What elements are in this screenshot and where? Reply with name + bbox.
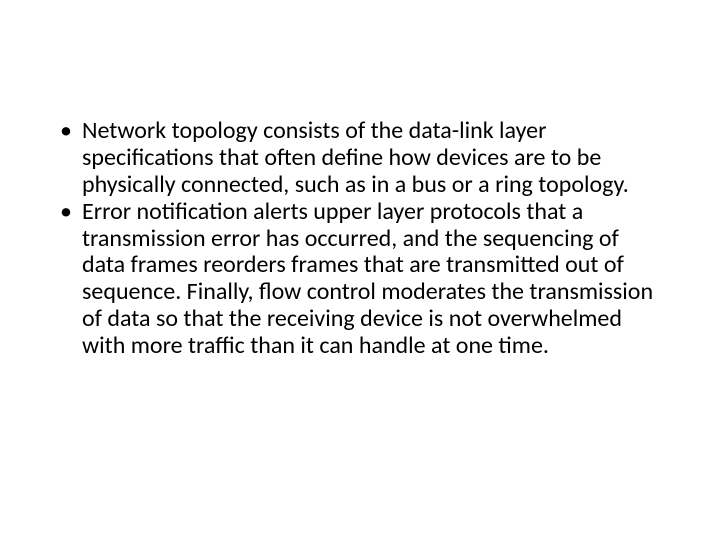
bullet-list: Network topology consists of the data-li… (54, 118, 666, 360)
slide-body: Network topology consists of the data-li… (54, 118, 666, 360)
list-item: Network topology consists of the data-li… (54, 118, 666, 199)
slide: Network topology consists of the data-li… (0, 0, 720, 540)
list-item: Error notification alerts upper layer pr… (54, 199, 666, 360)
bullet-text: Error notification alerts upper layer pr… (82, 197, 653, 360)
bullet-text: Network topology consists of the data-li… (82, 116, 629, 199)
